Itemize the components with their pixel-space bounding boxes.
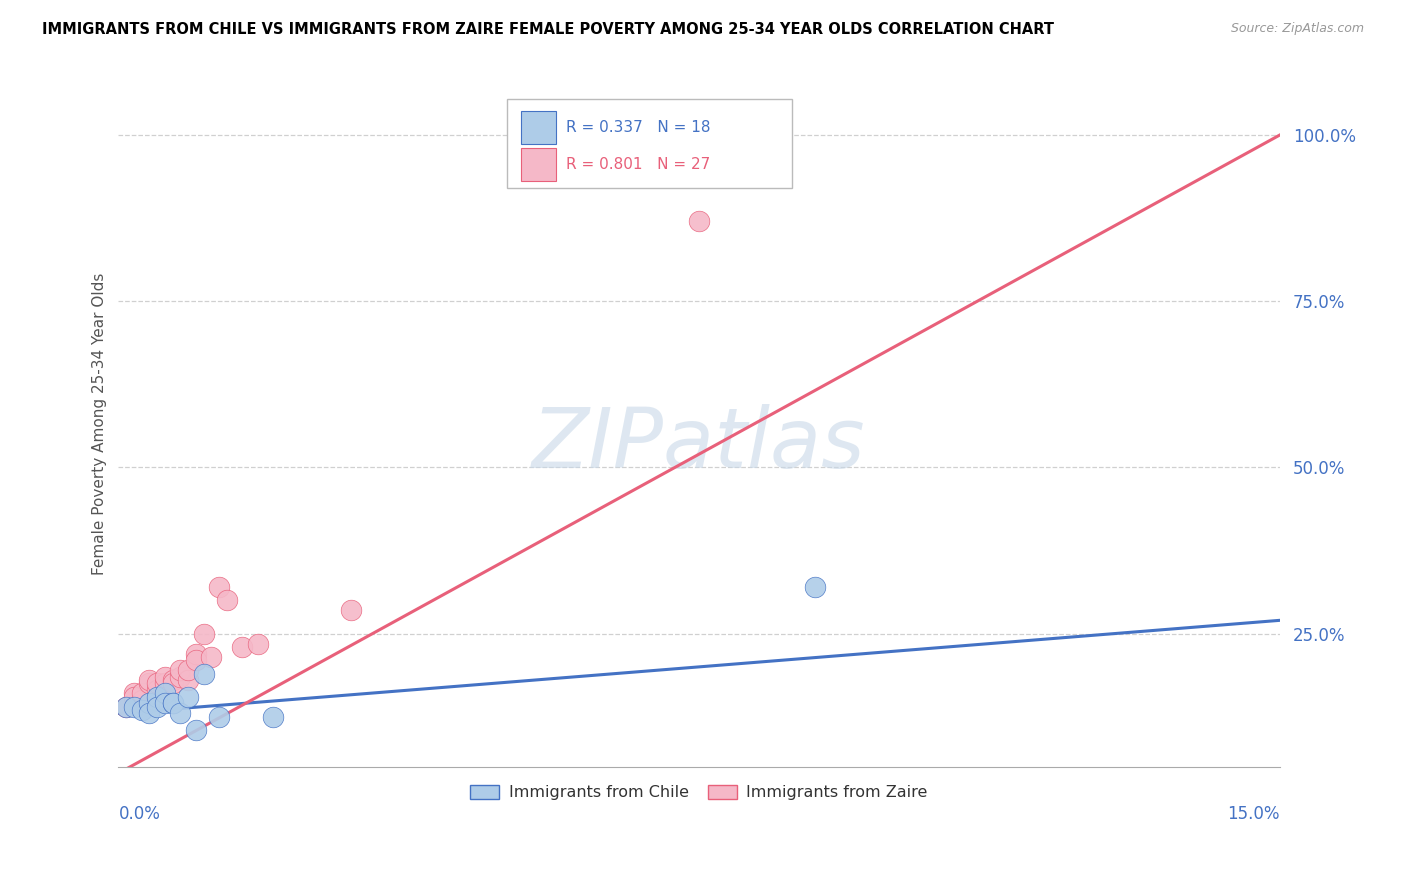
Point [122,690,145,704]
Point [184,723,207,737]
Point [208,710,231,724]
Point [138,706,160,721]
Point [138,697,160,711]
Point [169,670,191,684]
Point [184,647,207,661]
Point [177,673,200,688]
Point [153,676,176,690]
Point [153,686,176,700]
Point [146,676,169,690]
Text: ZIPatlas: ZIPatlas [533,404,866,485]
Bar [522,111,557,144]
Point [193,626,215,640]
FancyBboxPatch shape [508,99,792,188]
Point [131,693,153,707]
Point [138,676,160,690]
Point [162,673,184,688]
Point [193,666,215,681]
Point [131,686,153,700]
Point [688,214,710,228]
Point [200,649,222,664]
Text: IMMIGRANTS FROM CHILE VS IMMIGRANTS FROM ZAIRE FEMALE POVERTY AMONG 25-34 YEAR O: IMMIGRANTS FROM CHILE VS IMMIGRANTS FROM… [42,22,1054,37]
Point [122,686,145,700]
Text: 15.0%: 15.0% [1227,805,1279,823]
Point [138,673,160,688]
Point [146,699,169,714]
Point [122,699,145,714]
Legend: Immigrants from Chile, Immigrants from Zaire: Immigrants from Chile, Immigrants from Z… [464,778,934,806]
Point [169,706,191,721]
Point [184,653,207,667]
Text: R = 0.801   N = 27: R = 0.801 N = 27 [565,157,710,172]
Point [115,699,138,714]
Text: R = 0.337   N = 18: R = 0.337 N = 18 [565,120,710,135]
Bar [522,148,557,181]
Point [177,663,200,677]
Y-axis label: Female Poverty Among 25-34 Year Olds: Female Poverty Among 25-34 Year Olds [93,273,107,575]
Point [162,697,184,711]
Point [153,697,176,711]
Point [146,683,169,698]
Point [153,670,176,684]
Point [162,697,184,711]
Point [246,637,269,651]
Point [804,580,827,594]
Point [169,663,191,677]
Point [262,710,284,724]
Point [208,580,231,594]
Text: 0.0%: 0.0% [118,805,160,823]
Point [146,690,169,704]
Text: Source: ZipAtlas.com: Source: ZipAtlas.com [1230,22,1364,36]
Point [162,676,184,690]
Point [131,703,153,717]
Point [215,593,238,607]
Point [339,603,361,617]
Point [177,690,200,704]
Point [231,640,253,654]
Point [115,699,138,714]
